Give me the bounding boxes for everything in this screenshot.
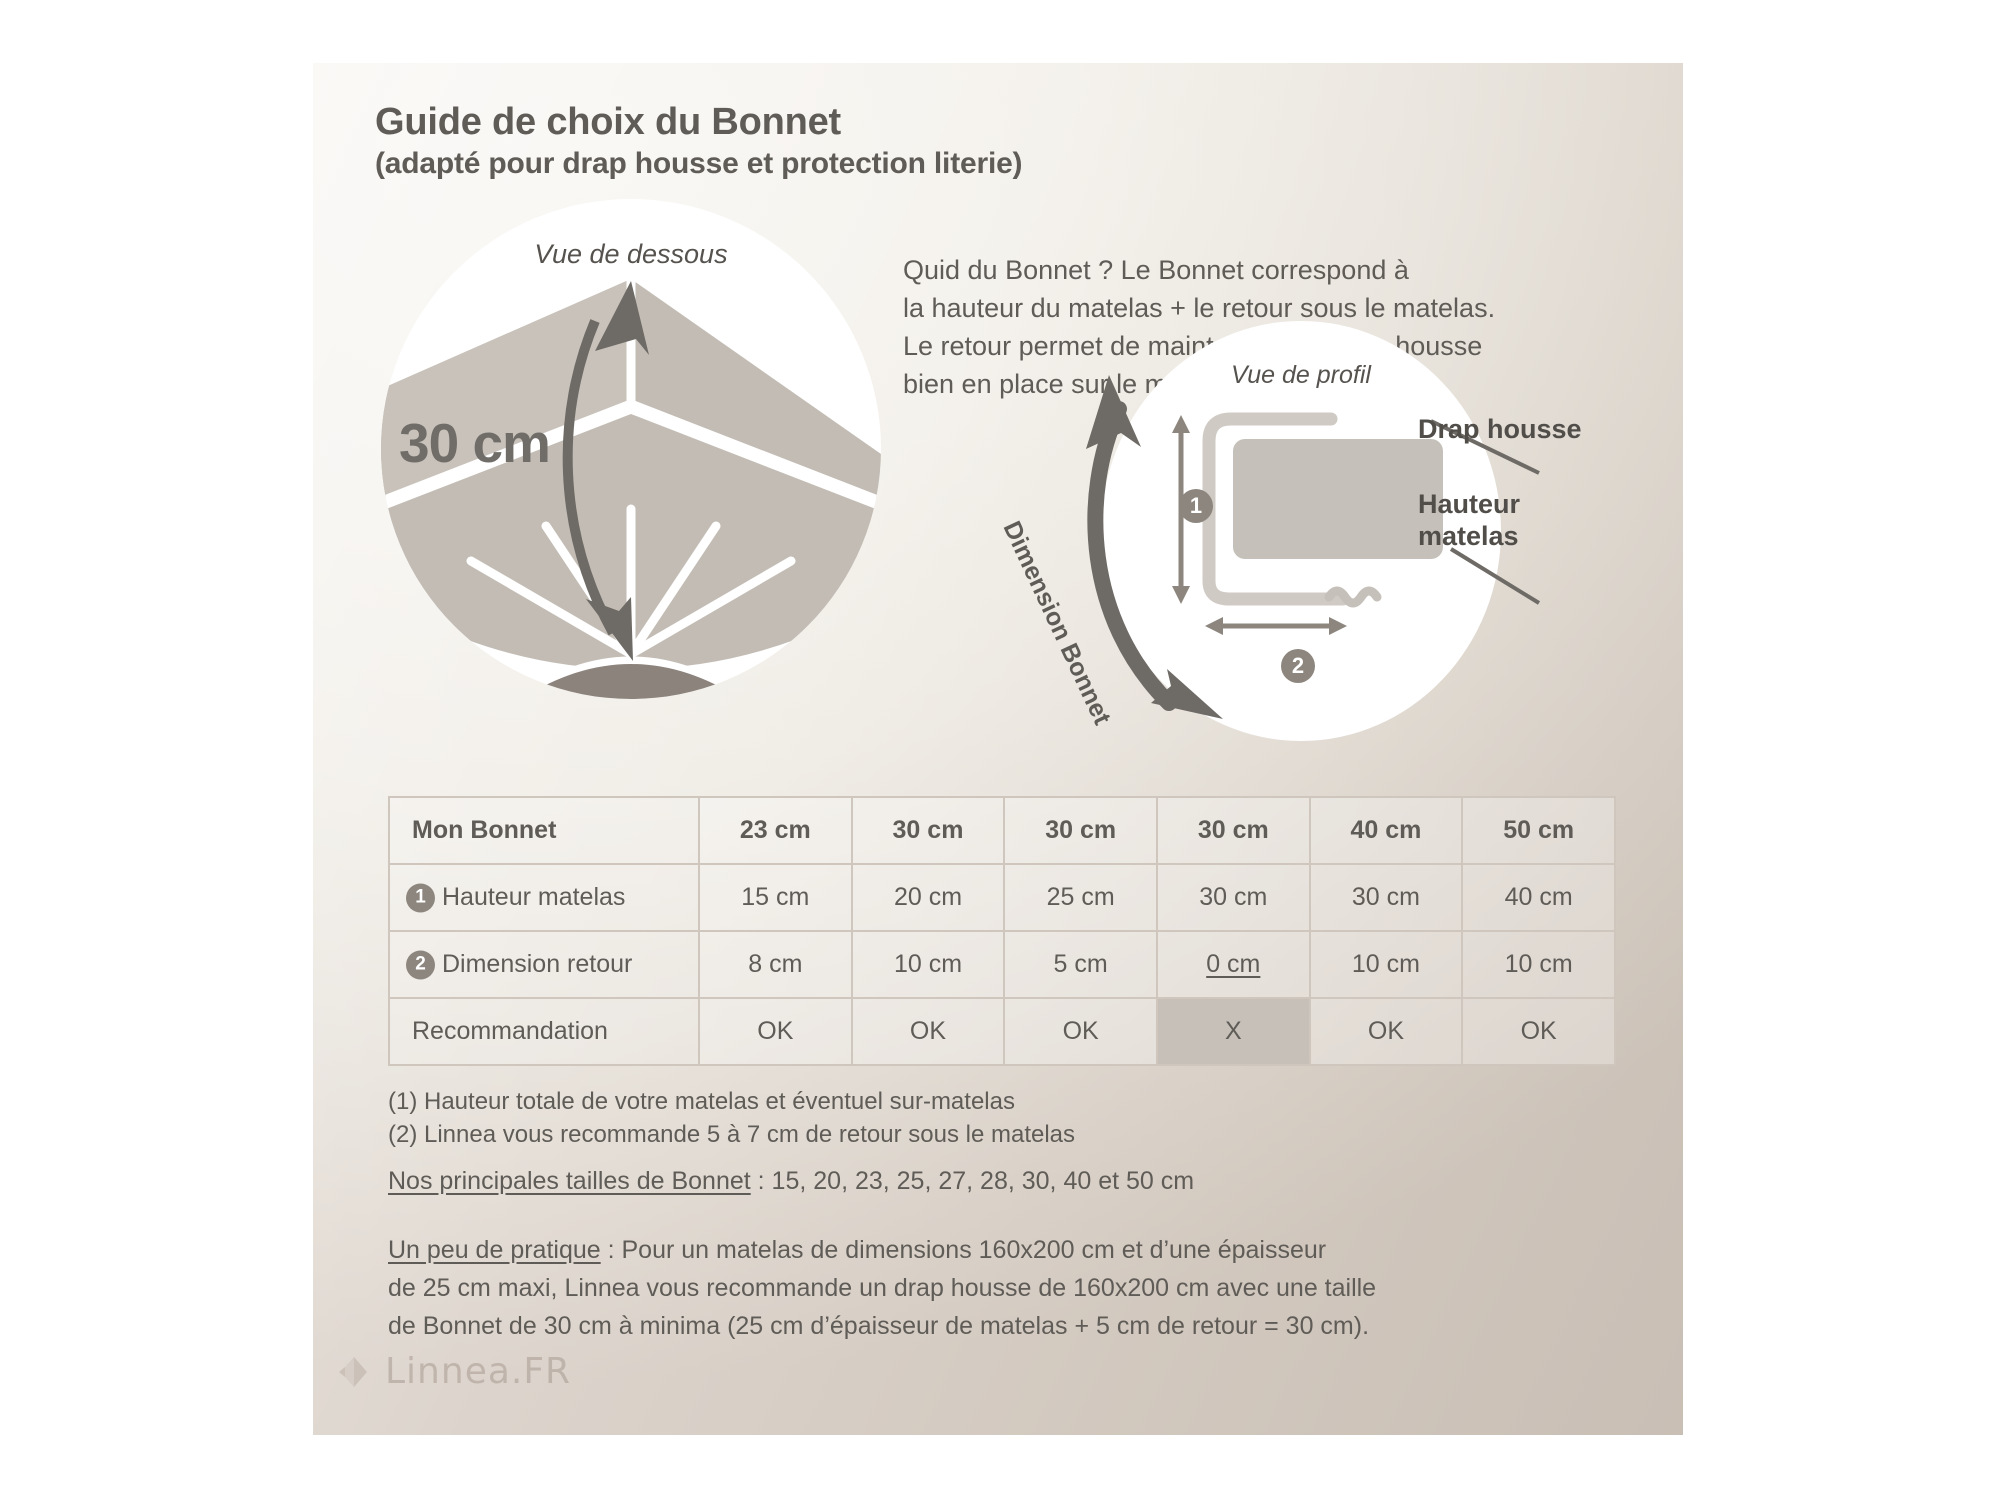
footnotes: (1) Hauteur totale de votre matelas et é… xyxy=(388,1085,1075,1151)
badge-1: 1 xyxy=(1179,489,1213,523)
table-cell: OK xyxy=(698,997,853,1066)
diamond-logo-icon xyxy=(337,1355,371,1389)
bottom-view-caption: Vue de dessous xyxy=(534,239,728,269)
table-cell: 20 cm xyxy=(850,863,1006,932)
bonnet-arrow-head-top xyxy=(1086,375,1141,449)
table-row: Recommandation OK OK OK X OK OK xyxy=(388,997,1616,1066)
table-cell: 40 cm xyxy=(1308,796,1464,865)
footnote-2: (2) Linnea vous recommande 5 à 7 cm de r… xyxy=(388,1121,1076,1148)
table-row: 1 Hauteur matelas 15 cm 20 cm 25 cm 30 c… xyxy=(388,863,1616,932)
page-title: Guide de choix du Bonnet xyxy=(375,101,841,143)
table-cell: OK xyxy=(1308,997,1464,1066)
bottom-view-illustration xyxy=(381,276,881,699)
table-cell: 8 cm xyxy=(698,930,853,999)
sizes-line: Nos principales tailles de Bonnet : 15, … xyxy=(388,1167,1194,1196)
bonnet-table: Mon Bonnet 23 cm 30 cm 30 cm 30 cm 40 cm… xyxy=(388,796,1616,1066)
practice-line-1: Un peu de pratique : Pour un matelas de … xyxy=(388,1231,1376,1269)
mattress-block xyxy=(1233,439,1443,559)
linnea-logo: Linnea.FR xyxy=(337,1351,571,1392)
row-badge-2: 2 xyxy=(406,950,435,979)
elastic-pocket xyxy=(511,656,751,699)
callout-line-2: matelas xyxy=(1418,521,1519,551)
table-cell-underlined: 0 cm xyxy=(1206,950,1261,978)
table-cell: 50 cm xyxy=(1461,796,1616,865)
callout-line-1: Hauteur xyxy=(1418,489,1521,519)
table-cell: 23 cm xyxy=(698,796,853,865)
bonnet-arrow-head-bottom xyxy=(1151,669,1223,719)
table-row: 2 Dimension retour 8 cm 10 cm 5 cm 0 cm … xyxy=(388,930,1616,999)
intro-line-1: Quid du Bonnet ? Le Bonnet correspond à xyxy=(903,255,1409,285)
row-label-text: Dimension retour xyxy=(442,950,633,978)
table-cell: 30 cm xyxy=(1003,796,1158,865)
callout-hauteur-matelas: Hauteur matelas xyxy=(1418,488,1520,552)
profile-view-diagram: Vue de profil Dimension Bonnet 1 2 xyxy=(998,321,1541,741)
table-cell: 5 cm xyxy=(1003,930,1158,999)
guide-panel: Guide de choix du Bonnet (adapté pour dr… xyxy=(313,63,1683,1435)
row-label: Mon Bonnet xyxy=(388,796,700,865)
table-cell: 10 cm xyxy=(850,930,1006,999)
elastic-squiggle xyxy=(1324,586,1382,608)
table-row-header: Mon Bonnet 23 cm 30 cm 30 cm 30 cm 40 cm… xyxy=(388,796,1616,865)
measure-arrow-up xyxy=(1172,415,1190,433)
bottom-view-dimension-label: 30 cm xyxy=(399,412,551,474)
bonnet-dimension-arrow xyxy=(1087,401,1177,711)
return-arrow-left xyxy=(1205,617,1223,635)
measure-arrow-down xyxy=(1172,586,1190,604)
bottom-view-diagram: Vue de dessous 30 cm xyxy=(381,199,881,699)
height-measure-arrow xyxy=(562,319,618,636)
table-cell-not-recommended: X xyxy=(1155,997,1311,1066)
table-cell: 10 cm xyxy=(1308,930,1464,999)
profile-view-caption: Vue de profil xyxy=(1231,361,1371,389)
page-subtitle: (adapté pour drap housse et protection l… xyxy=(375,147,1023,180)
row-label-hauteur-matelas: 1 Hauteur matelas xyxy=(388,863,700,932)
callout-drap-housse: Drap housse xyxy=(1418,414,1582,444)
practice-text-1: : Pour un matelas de dimensions 160x200 … xyxy=(600,1236,1327,1264)
table-cell: 15 cm xyxy=(698,863,853,932)
intro-line-2: la hauteur du matelas + le retour sous l… xyxy=(903,293,1496,323)
logo-text: Linnea.FR xyxy=(385,1351,572,1392)
row-label-dimension-retour: 2 Dimension retour xyxy=(388,930,700,999)
table-cell: OK xyxy=(1461,997,1616,1066)
table-cell: 40 cm xyxy=(1461,863,1616,932)
table-cell: 10 cm xyxy=(1461,930,1616,999)
practice-line-2: de 25 cm maxi, Linnea vous recommande un… xyxy=(388,1274,1377,1302)
arrow-head-up xyxy=(595,281,649,355)
callout-leader-lines xyxy=(1430,419,1541,605)
arrow-head-down xyxy=(586,597,633,661)
row-badge-1: 1 xyxy=(406,883,435,912)
table-cell: 30 cm xyxy=(1155,863,1311,932)
sizes-value: : 15, 20, 23, 25, 27, 28, 30, 40 et 50 c… xyxy=(750,1167,1195,1195)
badge-2: 2 xyxy=(1281,649,1315,683)
table-cell-emphasis: 0 cm xyxy=(1155,930,1311,999)
profile-view-illustration xyxy=(1086,375,1541,719)
footnote-1: (1) Hauteur totale de votre matelas et é… xyxy=(388,1088,1015,1115)
return-arrow-right xyxy=(1329,617,1347,635)
sizes-label: Nos principales tailles de Bonnet xyxy=(388,1167,751,1195)
table-cell: 30 cm xyxy=(850,796,1006,865)
row-label: Recommandation xyxy=(388,997,700,1066)
row-label-text: Hauteur matelas xyxy=(442,883,626,911)
table-cell: 25 cm xyxy=(1003,863,1158,932)
practice-block: Un peu de pratique : Pour un matelas de … xyxy=(388,1231,1376,1345)
table-cell: OK xyxy=(1003,997,1158,1066)
practice-line-3: de Bonnet de 30 cm à minima (25 cm d’épa… xyxy=(388,1312,1370,1340)
table-cell: OK xyxy=(850,997,1006,1066)
practice-label: Un peu de pratique xyxy=(388,1236,601,1264)
table-cell: 30 cm xyxy=(1308,863,1464,932)
table-cell: 30 cm xyxy=(1155,796,1311,865)
